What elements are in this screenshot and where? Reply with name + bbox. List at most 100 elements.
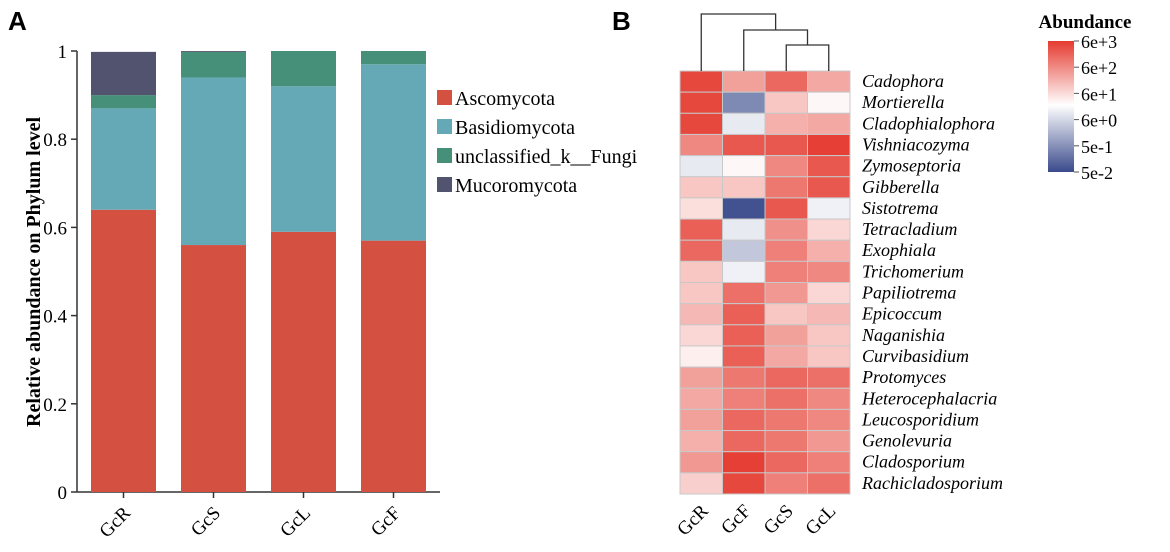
heatmap-cell bbox=[722, 282, 766, 305]
x-tick-label: GcL bbox=[276, 503, 315, 542]
row-label: Protomyces bbox=[861, 367, 946, 387]
legend-swatch bbox=[437, 90, 452, 105]
heatmap-cell bbox=[722, 91, 766, 114]
row-label: Epicoccum bbox=[861, 304, 942, 324]
heatmap-cell bbox=[679, 324, 723, 347]
row-label: Mortierella bbox=[861, 92, 944, 112]
heatmap-cell bbox=[722, 324, 766, 347]
row-label: Exophiala bbox=[861, 240, 936, 260]
x-tick-label: GcS bbox=[187, 503, 225, 541]
bar-segment-unclassified_k__fungi bbox=[181, 51, 246, 78]
heatmap-cell bbox=[807, 155, 851, 178]
heatmap-cell bbox=[679, 91, 723, 114]
heatmap-cell bbox=[807, 282, 851, 305]
panel-label-a: A bbox=[8, 6, 27, 36]
heatmap-cell bbox=[722, 408, 766, 432]
heatmap-cell bbox=[764, 260, 808, 284]
heatmap-cell bbox=[807, 324, 851, 347]
colorbar bbox=[1048, 41, 1074, 172]
bar-segment-ascomycota bbox=[181, 245, 246, 492]
heatmap-cell bbox=[722, 133, 766, 157]
legend-title: Abundance bbox=[1039, 12, 1132, 33]
row-label: Papiliotrema bbox=[861, 283, 956, 303]
dendrogram-branch bbox=[785, 44, 830, 71]
colorbar-tick-label: 6e+3 bbox=[1081, 32, 1117, 52]
heatmap-cell bbox=[679, 472, 723, 495]
heatmap-cell bbox=[764, 282, 808, 305]
legend-label: Mucoromycota bbox=[455, 175, 577, 197]
heatmap-cell bbox=[807, 387, 851, 410]
row-label: Sistotrema bbox=[862, 198, 938, 218]
heatmap-cell bbox=[679, 197, 723, 220]
row-label: Tetracladium bbox=[862, 219, 957, 239]
heatmap-cell bbox=[722, 70, 766, 93]
heatmap-cell bbox=[807, 430, 851, 453]
heatmap-cell bbox=[764, 155, 808, 178]
heatmap-cell bbox=[722, 366, 766, 389]
bar-segment-unclassified_k__fungi bbox=[361, 51, 426, 65]
colorbar-tick-label: 6e+2 bbox=[1081, 58, 1117, 78]
y-tick-label: 0.8 bbox=[43, 130, 67, 151]
heatmap-cell bbox=[764, 345, 808, 368]
heatmap-cell bbox=[764, 197, 808, 220]
bar-segment-unclassified_k__fungi bbox=[271, 51, 336, 87]
heatmap-cell bbox=[764, 239, 808, 262]
heatmap-cell bbox=[722, 303, 766, 326]
column-label: GcR bbox=[673, 500, 713, 540]
heatmap-cell bbox=[807, 112, 851, 135]
y-tick-label: 0.6 bbox=[43, 218, 67, 239]
heatmap-cell bbox=[679, 176, 723, 199]
heatmap-cell bbox=[764, 303, 808, 326]
heatmap-cell bbox=[722, 430, 766, 453]
y-axis-title: Relative abundance on Phylum level bbox=[23, 117, 45, 427]
heatmap-cell bbox=[722, 176, 766, 199]
heatmap-cell bbox=[722, 345, 766, 368]
row-label: Leucosporidium bbox=[861, 409, 979, 429]
column-label: GcL bbox=[802, 501, 841, 540]
heatmap-cell bbox=[722, 218, 766, 241]
row-label: Cadophora bbox=[862, 71, 944, 91]
heatmap-cell bbox=[807, 239, 851, 262]
heatmap-cell bbox=[722, 472, 766, 495]
heatmap-cell bbox=[722, 387, 766, 410]
row-label: Naganishia bbox=[861, 325, 945, 345]
dendrogram-branch bbox=[700, 13, 777, 71]
colorbar-tick-label: 5e-2 bbox=[1081, 163, 1113, 183]
heatmap-cell bbox=[807, 260, 851, 284]
bar-segment-ascomycota bbox=[91, 209, 156, 492]
heatmap-cell bbox=[807, 408, 851, 432]
heatmap-cell bbox=[807, 451, 851, 474]
heatmap-cell bbox=[764, 133, 808, 157]
heatmap-cell bbox=[679, 70, 723, 93]
heatmap-cell bbox=[679, 218, 723, 241]
bar-segment-ascomycota bbox=[271, 231, 336, 492]
legend-swatch bbox=[437, 119, 452, 134]
heatmap-cell bbox=[679, 303, 723, 326]
bar-segment-mucoromycota bbox=[181, 51, 246, 52]
row-label: Zymoseptoria bbox=[862, 156, 961, 176]
heatmap-cell bbox=[807, 70, 851, 93]
legend-swatch bbox=[437, 177, 452, 192]
colorbar-tick-label: 5e-1 bbox=[1081, 137, 1113, 157]
heatmap-cell bbox=[722, 239, 766, 262]
heatmap-cell bbox=[807, 197, 851, 220]
heatmap-cell bbox=[722, 155, 766, 178]
heatmap-cell bbox=[679, 260, 723, 284]
legend-label: Ascomycota bbox=[455, 88, 555, 110]
y-tick-label: 0.2 bbox=[43, 395, 67, 416]
heatmap-cell bbox=[722, 260, 766, 284]
bar-segment-basidiomycota bbox=[271, 86, 336, 232]
dendrogram-branch bbox=[743, 29, 809, 71]
row-label: Cladosporium bbox=[862, 452, 965, 472]
x-tick-label: GcR bbox=[96, 502, 136, 542]
row-label: Gibberella bbox=[862, 177, 939, 197]
heatmap-cell bbox=[807, 472, 851, 495]
bar-segment-mucoromycota bbox=[91, 51, 156, 96]
colorbar-tick-label: 6e+0 bbox=[1081, 111, 1117, 131]
row-label: Genolevuria bbox=[862, 431, 952, 451]
column-label: GcS bbox=[760, 501, 798, 539]
heatmap-cell bbox=[679, 387, 723, 410]
heatmap-cell bbox=[722, 197, 766, 220]
legend-label: unclassified_k__Fungi bbox=[455, 146, 638, 168]
